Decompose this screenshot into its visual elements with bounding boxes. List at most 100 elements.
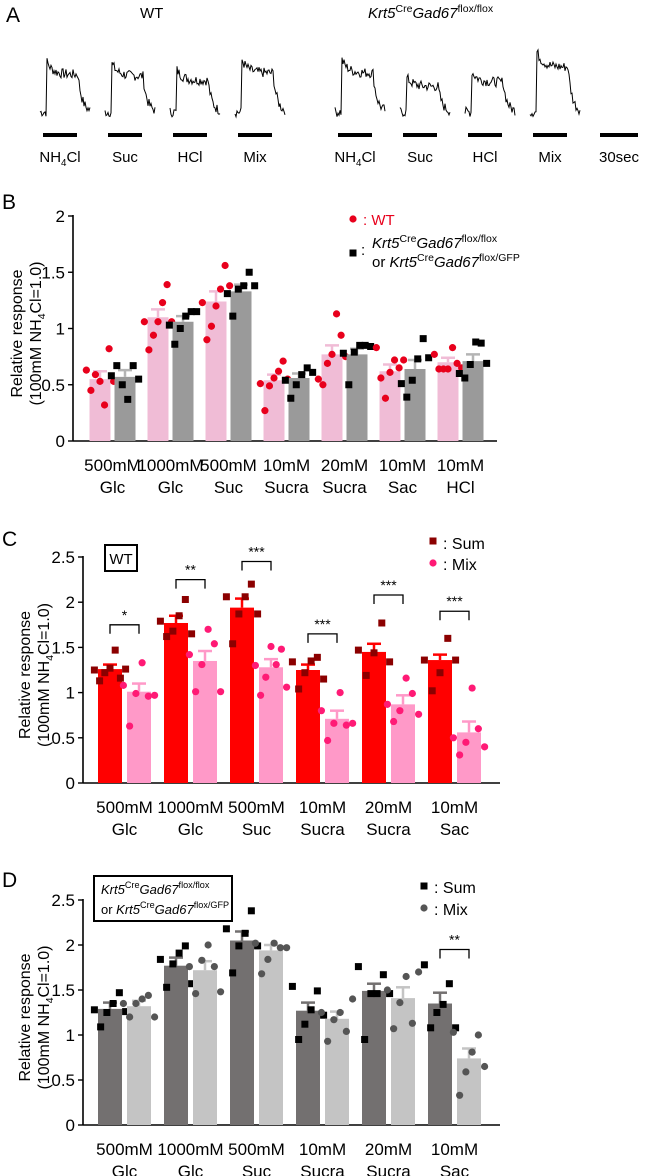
significance-label: *** (446, 593, 463, 609)
response-trace (39, 58, 91, 117)
data-point-square (452, 1024, 460, 1032)
y-tick-label: 0 (66, 774, 75, 793)
bar (391, 998, 415, 1125)
bar (89, 379, 111, 441)
data-point-square (420, 882, 428, 890)
data-point-circle (372, 344, 380, 352)
data-point-square (254, 610, 262, 618)
data-point-square (367, 343, 375, 350)
data-point-square (156, 955, 164, 963)
panel-letter: B (2, 191, 16, 214)
data-point-square (122, 665, 130, 673)
data-point-square (425, 354, 433, 362)
stimulus-label: Mix (243, 149, 267, 166)
data-point-circle (151, 691, 159, 699)
y-axis-label-units: (100mM NH4Cl=1.0) (28, 261, 48, 405)
significance-label: * (122, 607, 128, 623)
data-point-circle (258, 970, 266, 978)
stimulus-bar (43, 133, 77, 137)
x-tick-label: 10mM (431, 1140, 478, 1159)
data-point-square (379, 971, 387, 979)
data-point-square (222, 925, 230, 933)
data-point-circle (402, 674, 410, 682)
data-point-circle (192, 990, 200, 998)
data-point-square (229, 969, 237, 977)
significance-label: ** (185, 562, 196, 578)
data-point-circle (283, 944, 291, 952)
data-point-circle (198, 299, 206, 307)
data-point-square (419, 335, 427, 343)
response-trace (234, 59, 286, 119)
data-point-circle (276, 944, 284, 952)
data-point-circle (274, 367, 283, 375)
data-point-circle (449, 734, 457, 742)
x-tick-label: 500mM (96, 798, 153, 817)
data-point-circle (390, 1025, 398, 1033)
data-point-circle (383, 986, 391, 994)
data-point-square (420, 961, 428, 969)
data-point-circle (91, 371, 100, 379)
data-point-circle (349, 215, 357, 223)
y-tick-label: 1 (56, 320, 65, 339)
legend-sum-label: : Sum (443, 536, 485, 553)
data-point-square (96, 677, 104, 685)
data-point-circle (149, 331, 158, 339)
x-tick-label: Sucra (300, 1162, 345, 1176)
stimulus-bar (533, 133, 567, 137)
wt-label: WT (140, 5, 163, 22)
data-point-square (354, 963, 362, 971)
data-point-circle (396, 707, 404, 715)
bar (164, 965, 188, 1125)
data-point-square (169, 960, 177, 968)
scale-label: 30sec (599, 149, 640, 166)
x-tick-label: Glc (178, 820, 204, 839)
data-point-circle (415, 968, 423, 976)
data-point-square (313, 987, 321, 995)
panel-letter: D (2, 869, 17, 892)
bar (296, 1010, 320, 1125)
legend-mix-label: : Mix (434, 902, 468, 919)
y-tick-label: 1 (66, 684, 75, 703)
data-point-circle (336, 689, 344, 697)
x-tick-label: 500mM (84, 456, 141, 475)
data-point-circle (383, 700, 391, 708)
data-point-square (362, 671, 370, 679)
data-point-square (97, 1023, 105, 1031)
data-point-square (281, 376, 289, 384)
x-tick-label: 500mM (228, 1140, 285, 1159)
significance-bracket (175, 578, 206, 589)
data-point-square (397, 380, 405, 388)
data-point-circle (154, 318, 162, 326)
data-point-square (427, 1024, 435, 1032)
stimulus-bar (238, 133, 272, 137)
data-point-square (90, 666, 98, 674)
bar (147, 317, 169, 441)
data-point-circle (207, 322, 216, 330)
x-tick-label: Glc (178, 1162, 204, 1176)
significance-bracket (439, 948, 470, 959)
data-point-circle (138, 995, 146, 1003)
scale-bar (600, 133, 638, 137)
data-point-square (122, 1008, 130, 1016)
data-point-square (345, 381, 353, 389)
data-point-circle (332, 310, 341, 318)
data-point-circle (336, 1008, 344, 1017)
data-point-square (103, 1009, 111, 1016)
stimulus-label: HCl (473, 149, 498, 166)
x-tick-label: Sucra (366, 1162, 411, 1176)
data-point-square (298, 371, 306, 379)
data-point-square (129, 362, 137, 370)
bar (437, 362, 459, 441)
data-point-circle (203, 336, 211, 344)
data-point-square (466, 361, 474, 368)
response-trace (464, 72, 516, 117)
bar (172, 321, 194, 441)
bar (288, 378, 310, 441)
data-point-circle (415, 710, 423, 718)
legend-sum-label: : Sum (434, 880, 476, 897)
data-point-circle (468, 684, 476, 692)
data-point-square (101, 669, 109, 677)
data-point-circle (264, 955, 272, 964)
data-point-square (361, 341, 369, 349)
x-tick-label: Suc (214, 478, 244, 497)
